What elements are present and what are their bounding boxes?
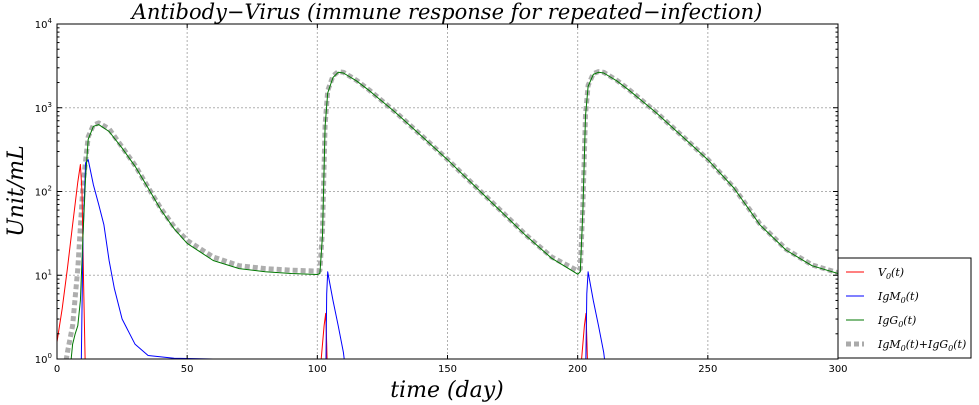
plot-area (57, 24, 838, 359)
x-tick-label: 250 (698, 364, 717, 375)
legend-label-part: IgM (877, 290, 901, 303)
legend-label-part: IgM (877, 338, 901, 351)
y-tick-label: 104 (35, 17, 53, 31)
y-tick-label-base: 10 (35, 104, 48, 115)
series-layer (57, 69, 838, 359)
x-axis-label: time (day) (390, 378, 504, 403)
legend-label: IgG0(t) (877, 314, 916, 329)
y-tick-label-base: 10 (35, 188, 48, 199)
x-tick-label: 0 (54, 364, 60, 375)
series-line (325, 271, 345, 359)
y-tick-label: 103 (35, 101, 52, 115)
series-line (70, 71, 838, 359)
y-tick-label-exponent: 2 (48, 185, 52, 193)
legend-label-part: 0 (898, 320, 903, 329)
series-igg0-t- (70, 71, 838, 359)
y-tick-label-exponent: 0 (48, 352, 52, 360)
y-axis-label: Unit/mL (4, 145, 29, 236)
x-tick-label: 50 (181, 364, 194, 375)
y-tick-label-base: 10 (35, 271, 48, 282)
legend-label-part: 0 (901, 344, 906, 353)
series-v0-t- (57, 164, 588, 359)
legend: V0(t)IgM0(t)IgG0(t)IgM0(t)+IgG0(t) (837, 257, 972, 359)
legend-label-part: IgG (877, 314, 898, 327)
series-line (320, 312, 328, 359)
legend-label-part: (t) (953, 338, 966, 351)
legend-item: IgM0(t)+IgG0(t) (846, 338, 966, 353)
x-tick-label: 100 (308, 364, 327, 375)
series-line (581, 312, 588, 359)
series-line (57, 164, 86, 359)
x-tick-label: 300 (828, 364, 847, 375)
legend-item: V0(t) (846, 266, 904, 281)
y-tick-label: 100 (35, 352, 52, 366)
chart-title: Antibody−Virus (immune response for repe… (130, 0, 763, 24)
legend-label-part: V (878, 266, 887, 279)
legend-label-part: 0 (901, 296, 906, 305)
y-tick-label-exponent: 4 (48, 17, 53, 25)
y-tick-label: 101 (35, 268, 52, 282)
legend-label-part: (t) (891, 266, 904, 279)
legend-label-part: (t) (906, 290, 919, 303)
y-tick-label-exponent: 3 (48, 101, 52, 109)
legend-label-part: (t) (903, 314, 916, 327)
legend-item: IgG0(t) (846, 314, 916, 329)
legend-item: IgM0(t) (846, 290, 919, 305)
y-tick-label-base: 10 (35, 20, 48, 31)
x-tick-label: 150 (438, 364, 457, 375)
legend-label: IgM0(t)+IgG0(t) (877, 338, 966, 353)
legend-label-part: 0 (886, 272, 891, 281)
y-tick-label-exponent: 1 (48, 268, 52, 276)
legend-label-part: (t)+IgG (906, 338, 949, 351)
legend-box (837, 257, 972, 359)
legend-label-part: 0 (948, 344, 953, 353)
y-tick-label-base: 10 (35, 355, 48, 366)
series-line (585, 271, 606, 359)
y-tick-label: 102 (35, 185, 52, 199)
x-tick-label: 200 (568, 364, 587, 375)
legend-label: V0(t) (878, 266, 904, 281)
legend-label: IgM0(t) (877, 290, 919, 305)
